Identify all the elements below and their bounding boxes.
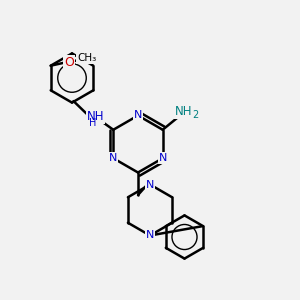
Text: O: O [64, 56, 74, 69]
Text: H: H [89, 118, 97, 128]
Text: NH: NH [175, 105, 192, 118]
Text: N: N [158, 153, 167, 163]
Text: 2: 2 [193, 110, 199, 120]
Text: N: N [146, 230, 154, 241]
Text: N: N [134, 110, 142, 121]
Text: N: N [146, 179, 154, 190]
Text: NH: NH [87, 110, 104, 123]
Text: N: N [109, 153, 118, 163]
Text: CH₃: CH₃ [77, 53, 96, 63]
